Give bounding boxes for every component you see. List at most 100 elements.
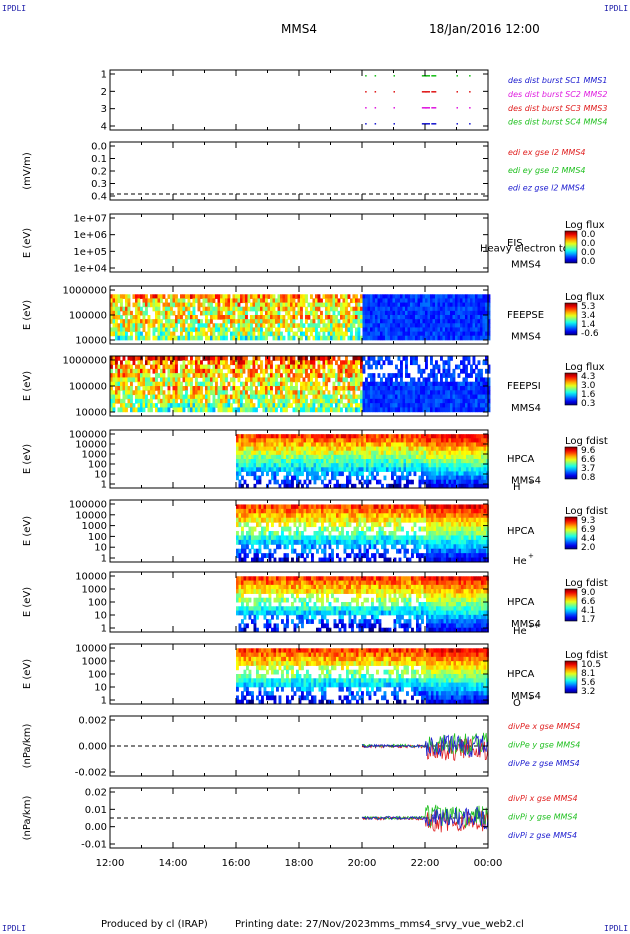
panel-feepse-cell [235, 294, 238, 299]
panel-feepsi-cell [372, 386, 376, 391]
panel-hpca_h-cell [268, 454, 272, 460]
panel-hpca_h-cell [401, 471, 404, 477]
panel-feepsi-cell [295, 398, 298, 404]
panel-feepsi-cell [385, 403, 388, 408]
panel-feepsi-cell [400, 390, 403, 396]
panel-feepsi-cell [155, 373, 158, 378]
panel-feepsi-cell [345, 407, 348, 413]
panel-hpca_h-cell [326, 438, 329, 443]
panel-hpca_h-cell [268, 479, 272, 485]
panel-hpca_h-cell [356, 450, 359, 456]
panel-feepsi-cell [142, 403, 146, 408]
panel-feepsi-cell [210, 390, 213, 396]
panel-hpca_h-cell [273, 479, 277, 485]
panel-feepse-cell [365, 315, 368, 320]
panel-feepse-cell [462, 331, 466, 337]
panel-feepsi-cell [327, 407, 331, 413]
panel-hpca_h-cell [286, 475, 289, 481]
panel-feepsi-cell [122, 373, 126, 378]
panel-hpca_he1-cell [243, 522, 247, 528]
panel-hpca_he1-cell [256, 548, 259, 554]
panel-feepsi-cell [275, 377, 278, 383]
panel-hpca_h-cell [246, 463, 249, 468]
panel-feepsi-cell [112, 381, 116, 387]
panel-hpca_he1-cell [301, 553, 304, 559]
panel-feepse-cell [120, 327, 123, 333]
panel-feepse-cell [487, 331, 491, 337]
panel-feepse-cell [330, 294, 333, 299]
panel-feepse-cell [185, 294, 188, 299]
panel-feepsi-cell [352, 364, 356, 370]
panel-feepse-cell [440, 319, 443, 324]
panel-feepsi-cell [425, 381, 428, 387]
panel-hpca_h-cell [308, 434, 312, 439]
panel-hpca_he1-cell [268, 531, 272, 536]
panel-hpca_h-cell [383, 467, 387, 472]
panel-hpca_h-cell [386, 463, 389, 468]
panel-feepsi-cell [297, 398, 301, 404]
panel-hpca_h-cell [446, 463, 449, 468]
panel-hpca_h-cell [263, 450, 267, 456]
panel-feepse-cell [120, 298, 123, 304]
panel-feepse-cell [287, 302, 291, 308]
panel-feepsi-cell [237, 377, 241, 383]
panel-hpca_h-cell [276, 471, 279, 477]
panel-feepsi-cell [390, 398, 393, 404]
panel-hpca_h-cell [333, 459, 337, 464]
panel-feepse-cell [272, 335, 276, 341]
panel-hpca_h-cell [351, 438, 354, 443]
panel-feepse-cell [472, 331, 476, 337]
panel-feepse-cell [412, 302, 416, 308]
panel-feepsi-cell [282, 360, 286, 366]
panel-feepse-cell [472, 306, 476, 312]
panel-feepsi-cell [360, 364, 363, 370]
panel-hpca_h-cell [468, 438, 472, 443]
panel-feepsi-cell [402, 381, 406, 387]
panel-feepsi-cell [480, 373, 483, 378]
panel-feepsi-cell [320, 398, 323, 404]
panel-hpca_he1-cell [248, 508, 252, 514]
panel-feepse-cell [122, 319, 126, 324]
panel-feepse-cell [362, 335, 366, 341]
panel-feepsi-cell [335, 373, 338, 378]
panel-hpca_h-cell [306, 454, 309, 460]
panel-feepse-cell [125, 302, 128, 308]
panel-feepse-cell [112, 331, 116, 337]
panel-feepsi-cell [227, 368, 231, 374]
panel-feepse-cell [335, 335, 338, 341]
panel-feepsi-cell [307, 377, 311, 383]
panel-feepsi-cell [360, 373, 363, 378]
panel-hpca_h-cell [388, 446, 392, 452]
panel-feepse-cell [292, 302, 296, 308]
panel-feepse-cell [290, 298, 293, 304]
panel-feepsi-cell [405, 364, 408, 370]
panel-feepsi-cell [272, 356, 276, 361]
panel-hpca_he1-cell [316, 513, 319, 519]
panel-feepsi-cell [377, 398, 381, 404]
panel-feepsi-cell [310, 390, 313, 396]
panel-feepsi-cell [390, 394, 393, 400]
panel-hpca_h-cell [441, 483, 444, 489]
panel-feepse-cell [252, 331, 256, 337]
panel-hpca_h-cell [266, 471, 269, 477]
panel-feepse-cell [405, 327, 408, 333]
panel-hpca_he1-cell [301, 535, 304, 541]
panel-feepsi-cell [150, 356, 153, 361]
panel-feepsi-cell [167, 386, 171, 391]
panel-feepse-cell [195, 319, 198, 324]
panel-hpca_h-cell [338, 442, 342, 448]
panel-feepse-cell [140, 319, 143, 324]
panel-feepse-cell [237, 331, 241, 337]
panel-feepse-cell [257, 331, 261, 337]
panel-feepsi-cell [442, 381, 446, 387]
panel-feepsi-cell [195, 381, 198, 387]
panel-feepse-cell [260, 335, 263, 341]
panel-feepse-cell [297, 310, 301, 316]
panel-feepsi-cell [217, 356, 221, 361]
panel-burst-burst-mark [393, 123, 395, 125]
panel-feepse-cell [450, 335, 453, 341]
panel-hpca_h-cell [266, 450, 269, 456]
panel-feepse-cell [280, 306, 283, 312]
panel-feepsi-cell [142, 398, 146, 404]
panel-hpca_h-cell [428, 442, 432, 448]
